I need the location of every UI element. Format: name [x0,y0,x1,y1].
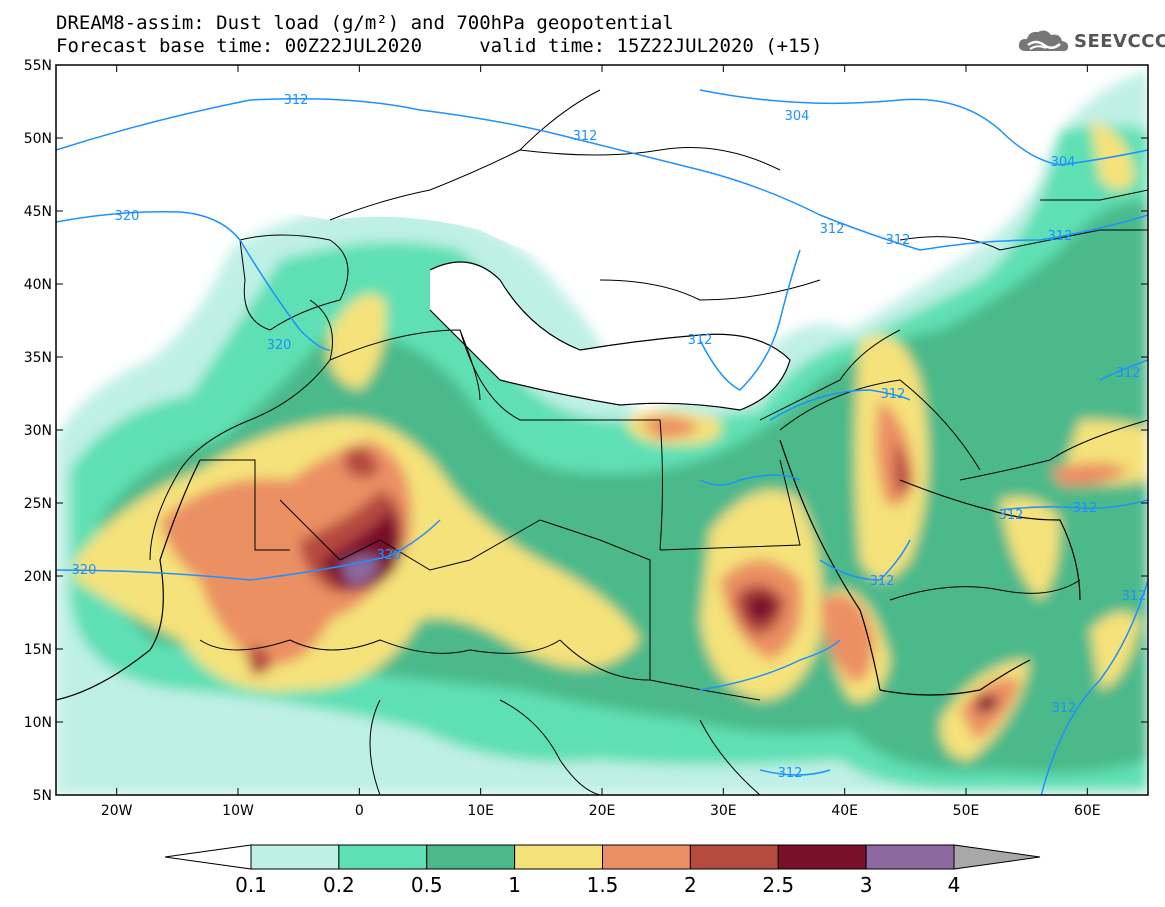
lon-tick-label: 50E [953,803,980,819]
colorbar-segment [514,844,603,870]
contour-label: 320 [72,563,97,578]
seevccc-logo: SEEVCCC [1018,26,1165,56]
contour-label: 320 [267,338,292,353]
cloud-icon [1018,30,1069,52]
lon-tick-label: 10W [222,803,254,819]
colorbar-segment [250,844,340,870]
colorbar-segment [865,844,955,870]
lon-tick-label: 10E [467,803,494,819]
geopotential-contours [56,89,1148,795]
lat-tick-label: 30N [24,423,52,439]
map-title: DREAM8-assim: Dust load (g/m²) and 700hP… [56,12,674,34]
contour-label: 312 [1116,366,1141,381]
contour-label: 312 [1052,701,1077,716]
colorbar-segment [338,844,428,870]
lat-tick-label: 15N [24,642,52,658]
lat-tick-label: 20N [24,569,52,585]
contour-label: 312 [1122,589,1147,604]
lon-tick-label: 60E [1074,803,1101,819]
lon-tick-label: 30E [710,803,737,819]
contour-label: 312 [688,333,713,348]
contour-label: 312 [999,508,1024,523]
contour-label: 312 [284,93,309,108]
lat-tick-label: 40N [24,277,52,293]
lat-tick-label: 10N [24,715,52,731]
contour-label: 312 [820,222,845,237]
colorbar-low-arrow [164,844,252,870]
contour-label: 304 [1051,155,1076,170]
dust-field [56,65,1148,795]
colorbar-label: 1.5 [587,873,619,897]
lon-tick-label: 0 [355,803,364,819]
colorbar-label: 1 [508,873,521,897]
colorbar-label: 3 [860,873,873,897]
lat-tick-label: 25N [24,496,52,512]
contour-label: 312 [881,387,906,402]
colorbar-label: 2 [684,873,697,897]
contour-label: 312 [573,129,598,144]
lat-tick-label: 5N [33,788,52,804]
colorbar-segment [777,844,867,870]
logo-text: SEEVCCC [1074,30,1165,52]
colorbar-label: 0.2 [323,873,355,897]
lon-tick-label: 20W [101,803,133,819]
lat-tick-label: 35N [24,350,52,366]
colorbar-label: 0.1 [235,873,267,897]
contour-label: 312 [1073,501,1098,516]
colorbar-segment [602,844,691,870]
latitude-axis: 55N 50N 45N 40N 35N 30N 25N 20N 15N 10N 5N [24,58,1148,804]
colorbar-label: 2.5 [762,873,794,897]
contour-labels: 312 304 312 320 312 312 304 312 320 312 … [115,93,1147,781]
contour-label: 320 [377,548,402,563]
lat-tick-label: 45N [24,204,52,220]
lat-tick-label: 50N [24,131,52,147]
lon-tick-label: 20E [589,803,616,819]
lon-tick-label: 40E [831,803,858,819]
lat-tick-label: 55N [24,58,52,74]
contour-label: 312 [886,233,911,248]
longitude-axis: 20W 10W 0 10E 20E 30E 40E 50E 60E [101,65,1101,819]
colorbar-label: 0.5 [411,873,443,897]
contour-label: 312 [870,574,895,589]
colorbar: 0.1 0.2 0.5 1 1.5 2 2.5 3 4 [164,844,1041,897]
colorbar-segment [689,844,779,870]
colorbar-label: 4 [948,873,961,897]
contour-label: 304 [785,109,810,124]
colorbar-segment [426,844,516,870]
map-subtitle: Forecast base time: 00Z22JUL2020 valid t… [56,35,823,57]
contour-label: 320 [115,209,140,224]
colorbar-high-arrow [953,844,1041,870]
contour-label: 312 [1048,229,1073,244]
contour-label: 312 [778,766,803,781]
